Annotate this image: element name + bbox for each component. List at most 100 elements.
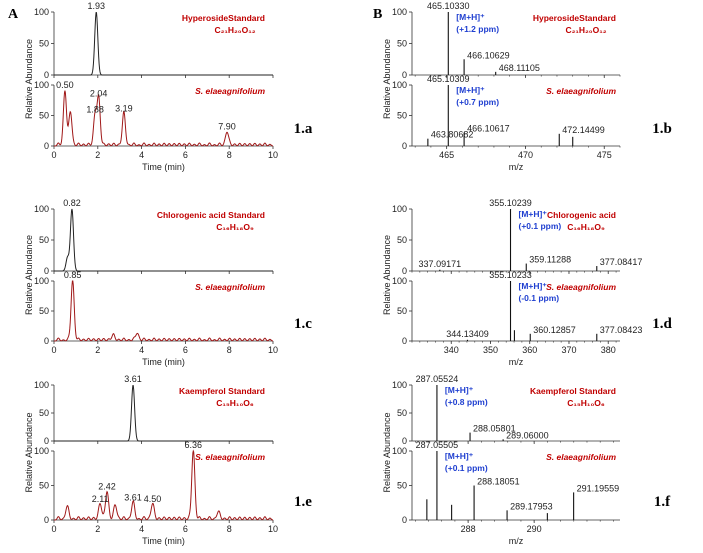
chromatogram-trace <box>54 385 273 442</box>
y-tick-label: 100 <box>392 380 407 390</box>
trace-title: HyperosideStandard <box>182 13 265 23</box>
peak-label: 472.14499 <box>562 125 605 135</box>
peak-label: 6.36 <box>185 440 203 450</box>
peak-label: 465.10330 <box>427 1 470 11</box>
ppm-label: (+1.2 ppm) <box>456 24 499 34</box>
y-tick-label: 0 <box>44 515 49 525</box>
trace-title: S. elaeagnifolium <box>195 86 265 96</box>
peak-label: 2.04 <box>90 89 108 99</box>
y-tick-label: 0 <box>44 436 49 446</box>
y-tick-label: 50 <box>39 39 49 49</box>
subplot-standard: 0 50 100 3.61 Kaempferol Standard C₁₅H₁₀O₆ <box>34 374 274 446</box>
peak-label: 288.05801 <box>473 424 516 434</box>
peak-label: 3.61 <box>124 374 142 384</box>
y-tick-label: 100 <box>392 446 407 456</box>
x-axis-label: m/z <box>509 162 524 172</box>
peak-label: 288.18051 <box>477 477 520 487</box>
x-tick-label: 2 <box>95 150 100 160</box>
peak-label: 337.09171 <box>419 259 462 269</box>
y-tick-label: 50 <box>397 111 407 121</box>
peak-label: 3.61 <box>124 492 142 502</box>
x-tick-label: 4 <box>139 345 144 355</box>
y-tick-label: 50 <box>397 39 407 49</box>
peak-label: 7.90 <box>218 122 236 132</box>
y-tick-label: 0 <box>402 266 407 276</box>
x-tick-label: 360 <box>522 345 537 355</box>
panel-label: 1.d <box>652 316 672 332</box>
panel-label: 1.f <box>654 494 671 510</box>
peak-label: 359.11288 <box>529 255 571 265</box>
x-tick-label: 4 <box>139 150 144 160</box>
trace-title: Chlorogenic acid <box>547 210 616 220</box>
y-tick-label: 100 <box>34 380 49 390</box>
x-tick-label: 350 <box>483 345 498 355</box>
x-tick-label: 290 <box>527 524 542 534</box>
panel-label: 1.e <box>294 494 312 510</box>
x-tick-label: 2 <box>95 345 100 355</box>
peak-label: 466.10617 <box>467 124 510 134</box>
trace-formula: C₁₆H₁₈O₉ <box>567 222 605 232</box>
y-tick-label: 50 <box>397 235 407 245</box>
y-tick-label: 0 <box>402 141 407 151</box>
peak-label: 287.05524 <box>416 374 459 384</box>
chart-1.a: 0501001.93HyperosideStandardC₂₁H₂₀O₁₂050… <box>24 1 313 172</box>
y-tick-label: 100 <box>392 80 407 90</box>
peak-label: 289.17953 <box>510 501 553 511</box>
trace-formula: C₁₅H₁₀O₆ <box>567 398 605 408</box>
trace-title: HyperosideStandard <box>533 13 616 23</box>
chart-1.b: 0 50 100 465.10330 466.10629 468.11105 [M+H]⁺ (… <box>382 1 672 172</box>
y-tick-label: 0 <box>402 436 407 446</box>
subplot-standard: 0 50 100 465.10330 466.10629 468.11105 [M+H]⁺ (… <box>392 1 621 80</box>
peak-label: 355.10233 <box>489 270 532 280</box>
trace-title: S. elaeagnifolium <box>195 452 265 462</box>
panel-label: 1.c <box>294 316 312 332</box>
y-tick-label: 50 <box>39 481 49 491</box>
chromatogram-trace <box>54 280 274 342</box>
y-tick-label: 0 <box>44 141 49 151</box>
subplot-sample: 0 50 100 463.80682 465.10309 466.10617 472.144… <box>392 74 621 151</box>
ion-label: [M+H]⁺ <box>456 12 485 22</box>
y-tick-label: 100 <box>392 204 407 214</box>
x-tick-label: 8 <box>227 150 232 160</box>
panel-letter-a: A <box>8 7 19 22</box>
trace-formula: C₂₁H₂₀O₁₂ <box>214 25 255 35</box>
trace-formula: C₂₁H₂₀O₁₂ <box>565 25 606 35</box>
y-tick-label: 0 <box>402 70 407 80</box>
ppm-label: (+0.1 ppm) <box>445 463 488 473</box>
trace-title: Kaempferol Standard <box>530 386 616 396</box>
y-tick-label: 100 <box>34 446 49 456</box>
x-axis-label: Time (min) <box>142 536 185 546</box>
peak-label: 344.13409 <box>446 329 489 339</box>
x-axis-label: Time (min) <box>142 357 185 367</box>
peak-label: 0.85 <box>64 270 82 280</box>
subplot-standard: 0 50 100 0.82 Chlorogenic acid Standard C₁₆H₁… <box>34 198 274 276</box>
y-tick-label: 100 <box>34 80 49 90</box>
y-tick-label: 0 <box>44 70 49 80</box>
trace-title: Kaempferol Standard <box>179 386 265 396</box>
trace-formula: C₁₅H₁₀O₆ <box>216 398 254 408</box>
chart-1.d: 0 50 100 337.09171 355.10239 359.11288 377.084… <box>382 198 672 367</box>
peak-label: 287.05505 <box>416 440 459 450</box>
x-tick-label: 0 <box>51 524 56 534</box>
chromatogram-trace <box>54 12 273 76</box>
subplot-sample: 0 50 100 0.50 1.88 2.04 3.19 7.90 S. elaeagnifol… <box>34 80 274 151</box>
ppm-label: (-0.1 ppm) <box>519 293 560 303</box>
peak-label: 4.50 <box>144 494 162 504</box>
peak-label: 2.11 <box>92 494 109 504</box>
x-axis-label: Time (min) <box>142 162 185 172</box>
y-tick-label: 100 <box>34 204 49 214</box>
trace-title: S. elaeagnifolium <box>195 282 265 292</box>
y-tick-label: 50 <box>397 306 407 316</box>
ion-label: [M+H]⁺ <box>519 281 548 291</box>
subplot-standard: 0 50 100 1.93 HyperosideStandard C₂₁H₂₀O₁₂ <box>34 1 274 80</box>
ppm-label: (+0.8 ppm) <box>445 397 488 407</box>
peak-label: 289.06000 <box>506 430 549 440</box>
y-tick-label: 0 <box>402 336 407 346</box>
subplot-sample: 0 50 100 2.11 2.42 3.61 4.50 6.36 S. elaeagnifol… <box>34 440 274 525</box>
y-axis-label: Relative Abundance <box>24 235 34 315</box>
y-axis-label: Relative Abundance <box>24 39 34 119</box>
